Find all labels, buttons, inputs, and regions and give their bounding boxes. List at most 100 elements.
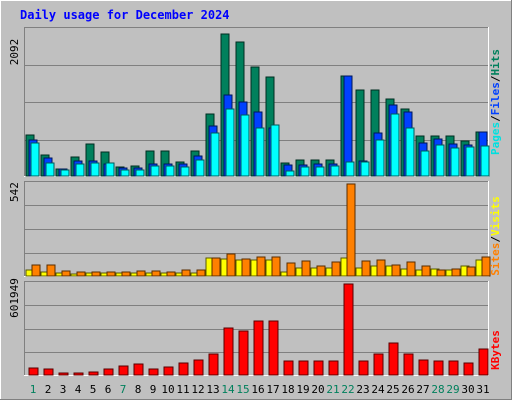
x-tick-label-20: 20 [311,383,324,396]
pages-bar-30 [465,146,475,177]
legend-part-0-2: Files [489,82,502,115]
kbytes-bar-9 [148,368,159,376]
legend-part-2-0: KBytes [489,330,502,370]
sites-bar-8 [136,270,146,277]
sites-bar-27 [421,265,431,277]
x-tick-label-31: 31 [476,383,489,396]
x-tick-label-27: 27 [416,383,429,396]
x-tick-label-4: 4 [75,383,82,396]
x-tick-label-8: 8 [135,383,142,396]
x-tick-label-3: 3 [60,383,67,396]
kbytes-bar-31 [478,348,489,376]
pages-bar-17 [270,124,280,177]
kbytes-bar-22 [343,283,354,376]
pages-bar-22 [345,161,355,177]
kbytes-bar-4 [73,372,84,376]
x-tick-label-18: 18 [281,383,294,396]
visits-ymax-label: 542 [8,182,21,202]
legend-part-0-1: / [489,115,502,122]
kbytes-bar-6 [103,368,114,376]
sites-bar-22 [346,183,356,277]
sites-bar-10 [166,271,176,277]
kbytes-bar-1 [28,367,39,376]
kbytes-bar-30 [463,362,474,376]
kbytes-bar-15 [238,330,249,376]
legend-sites-visits: Sites/Visits [489,196,502,276]
legend-part-0-4: Hits [489,49,502,76]
kbytes-bar-13 [208,353,219,376]
kbytes-bar-17 [268,320,279,376]
sites-bar-3 [61,270,71,277]
sites-bar-12 [196,269,206,277]
sites-bar-2 [46,264,56,277]
pages-bar-21 [330,165,340,177]
x-tick-label-15: 15 [236,383,249,396]
x-tick-label-12: 12 [191,383,204,396]
pages-bar-9 [150,165,160,177]
x-tick-label-17: 17 [266,383,279,396]
sites-bar-16 [256,256,266,277]
x-tick-label-11: 11 [176,383,189,396]
sites-bar-9 [151,270,161,277]
x-tick-label-16: 16 [251,383,264,396]
kbytes-bar-19 [298,360,309,376]
pages-bar-24 [375,139,385,177]
kbytes-bar-3 [58,372,69,376]
x-tick-label-13: 13 [206,383,219,396]
files-bar-22 [343,75,353,177]
x-tick-label-1: 1 [30,383,37,396]
kbytes-bar-25 [388,342,399,376]
pages-bar-15 [240,114,250,177]
pages-bar-14 [225,108,235,177]
sites-bar-31 [481,256,491,277]
legend-part-1-0: Sites [489,243,502,276]
x-tick-label-7: 7 [120,383,127,396]
x-tick-label-22: 22 [341,383,354,396]
pages-bar-5 [90,162,100,177]
pages-bar-13 [210,132,220,177]
sites-bar-17 [271,256,281,277]
sites-bar-18 [286,262,296,277]
sites-bar-19 [301,260,311,277]
sites-bar-28 [436,269,446,277]
pages-bar-26 [405,127,415,177]
sites-bar-13 [211,257,221,277]
kbytes-bar-21 [328,360,339,376]
pages-bar-1 [30,142,40,177]
kbytes-ymax-label: 601949 [8,278,21,318]
x-tick-label-25: 25 [386,383,399,396]
pages-bar-27 [420,150,430,177]
pages-bar-2 [45,162,55,177]
sites-bar-30 [466,266,476,277]
pages-bar-11 [180,166,190,177]
kbytes-bar-2 [43,368,54,376]
sites-bar-4 [76,271,86,277]
x-tick-label-30: 30 [461,383,474,396]
pages-bar-7 [120,169,130,177]
kbytes-bar-16 [253,320,264,376]
pages-bar-20 [315,166,325,177]
sites-bar-24 [376,259,386,277]
pages-bar-4 [75,163,85,177]
pages-bar-6 [105,162,115,177]
x-tick-label-5: 5 [90,383,97,396]
x-tick-label-28: 28 [431,383,444,396]
pages-bar-29 [450,147,460,177]
sites-bar-26 [406,261,416,277]
legend-part-0-3: / [489,75,502,82]
kbytes-bar-8 [133,363,144,376]
kbytes-bar-5 [88,371,99,376]
chart-bars [25,33,491,376]
pages-bar-19 [300,166,310,177]
legend-pages-files-hits: Pages/Files/Hits [489,49,502,155]
kbytes-bar-23 [358,360,369,376]
x-tick-label-19: 19 [296,383,309,396]
pages-bar-28 [435,144,445,177]
sites-bar-25 [391,264,401,277]
pages-bar-12 [195,159,205,177]
sites-bar-14 [226,253,236,277]
pages-bar-23 [360,161,370,177]
legend-part-1-1: / [489,236,502,243]
x-tick-label-9: 9 [150,383,157,396]
hits-ymax-label: 2092 [8,39,21,66]
